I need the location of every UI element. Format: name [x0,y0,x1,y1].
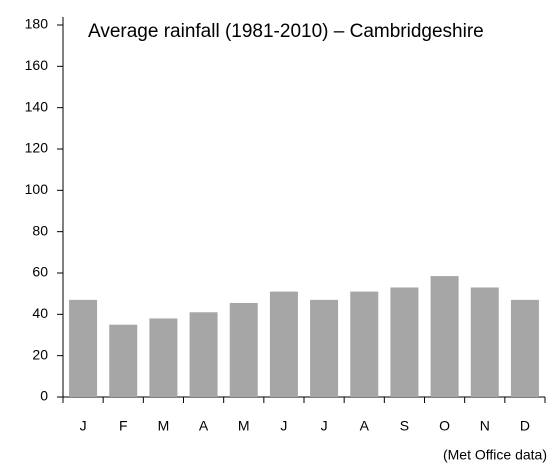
y-tick-label: 160 [25,57,49,73]
bar [149,318,178,397]
y-tick-label: 40 [32,305,48,321]
x-tick-label: S [400,418,409,434]
y-tick-label: 20 [32,346,48,362]
chart-title: Average rainfall (1981-2010) – Cambridge… [88,21,484,42]
bar [310,299,339,397]
bar [269,291,298,397]
y-tick-label: 60 [32,264,48,280]
x-tick-label: J [321,418,328,434]
y-tick-label: 120 [25,140,49,156]
y-tick-label: 140 [25,98,49,114]
x-tick-label: D [520,418,530,434]
x-tick-label: M [238,418,250,434]
y-tick-label: 100 [25,181,49,197]
x-tick-label: A [360,418,370,434]
bar [229,302,258,397]
x-tick-label: N [480,418,490,434]
bar [109,324,138,397]
x-tick-label: J [280,418,287,434]
x-tick-label: M [158,418,170,434]
x-tick-label: O [439,418,450,434]
bar [470,287,499,397]
y-tick-label: 180 [25,16,49,32]
bar [69,299,98,397]
bar [350,291,379,397]
y-tick-label: 80 [32,222,48,238]
bar [390,287,419,397]
x-tick-label: J [80,418,87,434]
bar [510,299,539,397]
bar [189,312,218,397]
bar [430,276,459,397]
y-tick-label: 0 [40,388,48,404]
x-tick-label: A [199,418,209,434]
x-tick-label: F [119,418,128,434]
annotation: (Met Office data) [443,447,547,463]
